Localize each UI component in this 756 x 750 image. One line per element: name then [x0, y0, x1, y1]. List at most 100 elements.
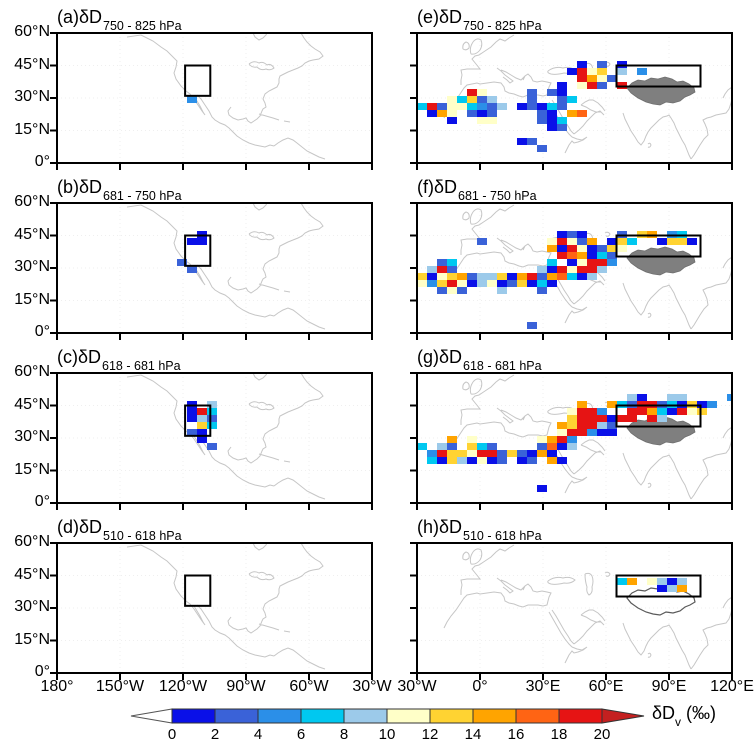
data-cell [567, 238, 577, 245]
data-cell [577, 273, 587, 280]
data-cell [437, 443, 447, 450]
panel-title-base: δD [79, 517, 103, 537]
data-cell [197, 415, 207, 422]
region-box [615, 64, 702, 88]
data-cell [477, 117, 487, 124]
data-cell [597, 75, 607, 82]
data-cell [477, 443, 487, 450]
data-cell [517, 280, 527, 287]
panel-title-layer: 510 - 618 hPa [103, 528, 182, 543]
coastline [443, 544, 732, 670]
data-cell [447, 96, 457, 103]
data-cell [617, 82, 627, 89]
data-cell [597, 245, 607, 252]
data-cell [197, 238, 207, 245]
panel-title-c: (c)δD618 - 681 hPa [57, 347, 181, 373]
data-cell [607, 422, 617, 429]
data-cell [447, 259, 457, 266]
map-panel-a [50, 32, 373, 170]
data-cell [547, 110, 557, 117]
data-cell [587, 273, 597, 280]
data-cell [437, 287, 447, 294]
data-cell [437, 450, 447, 457]
data-cell [577, 75, 587, 82]
y-tick-label: 0° [34, 493, 50, 510]
data-cell [627, 408, 637, 415]
y-tick-label: 0° [34, 153, 50, 170]
tibetan-plateau-outline [626, 586, 696, 616]
data-cell [547, 457, 557, 464]
data-cell [547, 103, 557, 110]
map-panel-f [410, 202, 733, 340]
data-cell [587, 422, 597, 429]
data-cell [547, 273, 557, 280]
data-cell [677, 408, 687, 415]
panel-label: (g) [417, 347, 439, 367]
data-cell [597, 422, 607, 429]
data-cell [187, 415, 197, 422]
data-cell [697, 401, 707, 408]
data-cell [447, 287, 457, 294]
data-cell [467, 436, 477, 443]
data-cell [577, 231, 587, 238]
data-cell [567, 68, 577, 75]
panel-title-base: δD [78, 347, 102, 367]
data-cell [447, 117, 457, 124]
colorbar-tick-label: 6 [296, 726, 306, 743]
panel-title-h: (h)δD510 - 618 hPa [417, 517, 542, 543]
panel-title-base: δD [439, 7, 463, 27]
colorbar-segment [343, 708, 388, 724]
data-cell [457, 103, 467, 110]
data-cell [647, 415, 657, 422]
data-cell [527, 273, 537, 280]
data-cell [187, 429, 197, 436]
data-cell [577, 422, 587, 429]
colorbar-tick-label: 10 [378, 726, 396, 743]
data-cell [587, 75, 597, 82]
data-cell [487, 450, 497, 457]
data-cell [557, 422, 567, 429]
data-cell [197, 436, 207, 443]
data-cell [427, 110, 437, 117]
data-cell [587, 82, 597, 89]
data-cell [567, 429, 577, 436]
data-cell [427, 103, 437, 110]
data-cell [437, 259, 447, 266]
data-cell [207, 429, 217, 436]
data-cell [207, 422, 217, 429]
panel-title-base: δD [434, 177, 458, 197]
panel-title-layer: 681 - 750 hPa [458, 188, 537, 203]
data-cell [487, 457, 497, 464]
data-cell [417, 103, 427, 110]
data-cell [657, 585, 667, 592]
panel-label: (d) [57, 517, 79, 537]
data-cell [557, 443, 567, 450]
panel-title-base: δD [439, 517, 463, 537]
data-cell [607, 252, 617, 259]
data-cell [607, 245, 617, 252]
data-cell [457, 280, 467, 287]
data-cell [527, 96, 537, 103]
data-cell [487, 103, 497, 110]
y-tick-label: 15°N [14, 460, 50, 478]
data-cell [547, 436, 557, 443]
colorbar-label-base: δD [652, 703, 676, 723]
data-cell [517, 457, 527, 464]
data-cell [617, 238, 627, 245]
data-cell [197, 422, 207, 429]
data-cell [187, 238, 197, 245]
data-cell [447, 450, 457, 457]
data-cell [557, 457, 567, 464]
map-content [57, 33, 372, 163]
panel-title-d: (d)δD510 - 618 hPa [57, 517, 182, 543]
x-tick-label: 30°E [525, 678, 561, 695]
data-cell [517, 450, 527, 457]
data-cell [547, 450, 557, 457]
map-frame [56, 372, 373, 504]
y-tick-label: 45°N [14, 225, 50, 243]
map-content [417, 33, 732, 163]
data-cell [637, 394, 647, 401]
y-tick-label: 30°N [14, 598, 50, 615]
data-cell [607, 429, 617, 436]
